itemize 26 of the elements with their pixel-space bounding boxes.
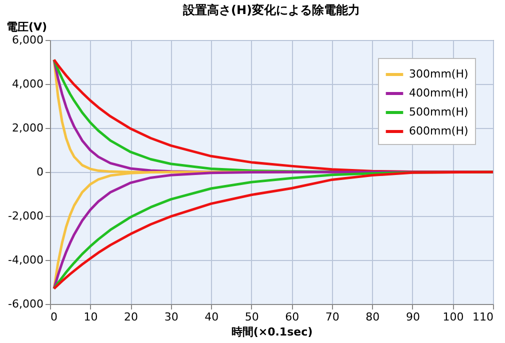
y-tick-label: 2,000 [12,122,44,134]
y-axis-title: 電圧(V) [6,20,48,34]
x-tick-label: 70 [325,310,340,324]
y-tick-label: -4,000 [8,254,44,266]
legend-label: 300mm(H) [409,68,468,80]
y-tick-label: -6,000 [8,298,44,310]
x-tick-label: 40 [204,310,219,324]
x-tick-label: 90 [406,310,420,324]
x-tick-label: 0 [50,310,58,324]
legend-label: 600mm(H) [409,124,468,138]
y-tick-label: 4,000 [12,78,44,90]
x-tick-label: 100 [442,310,464,324]
x-tick-label: 50 [244,310,259,324]
x-tick-label: 110 [472,310,494,324]
x-tick-label: 60 [285,310,300,324]
x-tick-label: 20 [124,310,138,324]
x-tick-label: 10 [84,310,98,324]
x-tick-label: 80 [366,310,380,324]
x-tick-label: 30 [164,310,178,324]
y-tick-label: -2,000 [8,210,44,222]
y-tick-label: 6,000 [12,34,44,46]
legend-label: 500mm(H) [409,106,468,118]
chart-title: 設置高さ(H)変化による除電能力 [182,3,360,17]
y-tick-label: 0 [36,166,44,178]
legend-label: 400mm(H) [409,86,468,100]
x-axis-title: 時間(×0.1sec) [231,326,313,338]
